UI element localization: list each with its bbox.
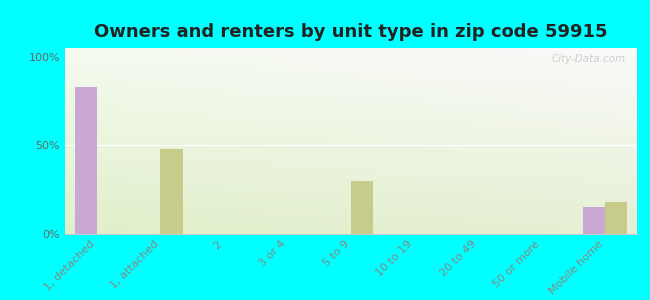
Title: Owners and renters by unit type in zip code 59915: Owners and renters by unit type in zip c… (94, 23, 608, 41)
Bar (161, 149, 183, 234)
Bar (351, 181, 373, 234)
Text: City-Data.com: City-Data.com (551, 54, 625, 64)
Bar (583, 207, 605, 234)
Bar (605, 202, 627, 234)
Bar (75, 87, 97, 234)
